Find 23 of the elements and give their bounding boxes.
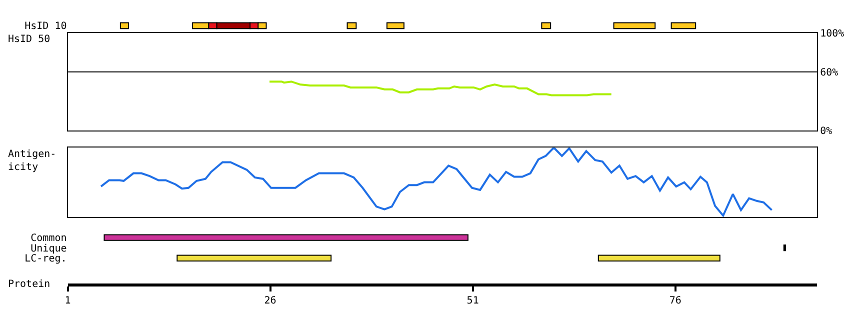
y-tick-label: HsID 10 xyxy=(24,21,67,32)
y-tick-label: Unique xyxy=(30,243,67,254)
x-tick-label: 76 xyxy=(669,295,682,306)
line-series xyxy=(268,80,612,96)
bar xyxy=(120,22,130,30)
y-tick-label: 60% xyxy=(820,67,838,78)
bar xyxy=(541,22,552,30)
bar xyxy=(670,22,696,30)
y-axis-title: HsID 50 xyxy=(8,34,50,45)
y-tick-label: Common xyxy=(30,233,67,244)
bar xyxy=(613,22,656,30)
x-axis-title: Protein xyxy=(8,279,50,290)
x-tick-label: 26 xyxy=(264,295,276,306)
x-tick-label: 51 xyxy=(466,295,479,306)
bar xyxy=(386,22,404,30)
y-tick-label: 0% xyxy=(820,126,832,137)
bar xyxy=(104,234,468,241)
y-tick-label: LC-reg. xyxy=(24,254,67,265)
bar xyxy=(598,254,720,262)
bar xyxy=(346,22,357,30)
y-axis-title: Antigen- icity xyxy=(8,149,56,173)
x-tick-label: 1 xyxy=(64,295,71,306)
y-tick-label: 100% xyxy=(820,28,844,40)
